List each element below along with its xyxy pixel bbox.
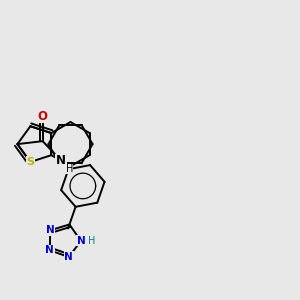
Text: N: N — [76, 236, 85, 246]
Text: N: N — [45, 245, 54, 255]
Text: H: H — [88, 236, 95, 246]
Text: N: N — [56, 154, 66, 167]
Text: H: H — [66, 164, 73, 174]
Text: O: O — [38, 110, 48, 123]
Text: N: N — [64, 252, 73, 262]
Text: S: S — [26, 157, 34, 167]
Text: N: N — [46, 225, 55, 235]
